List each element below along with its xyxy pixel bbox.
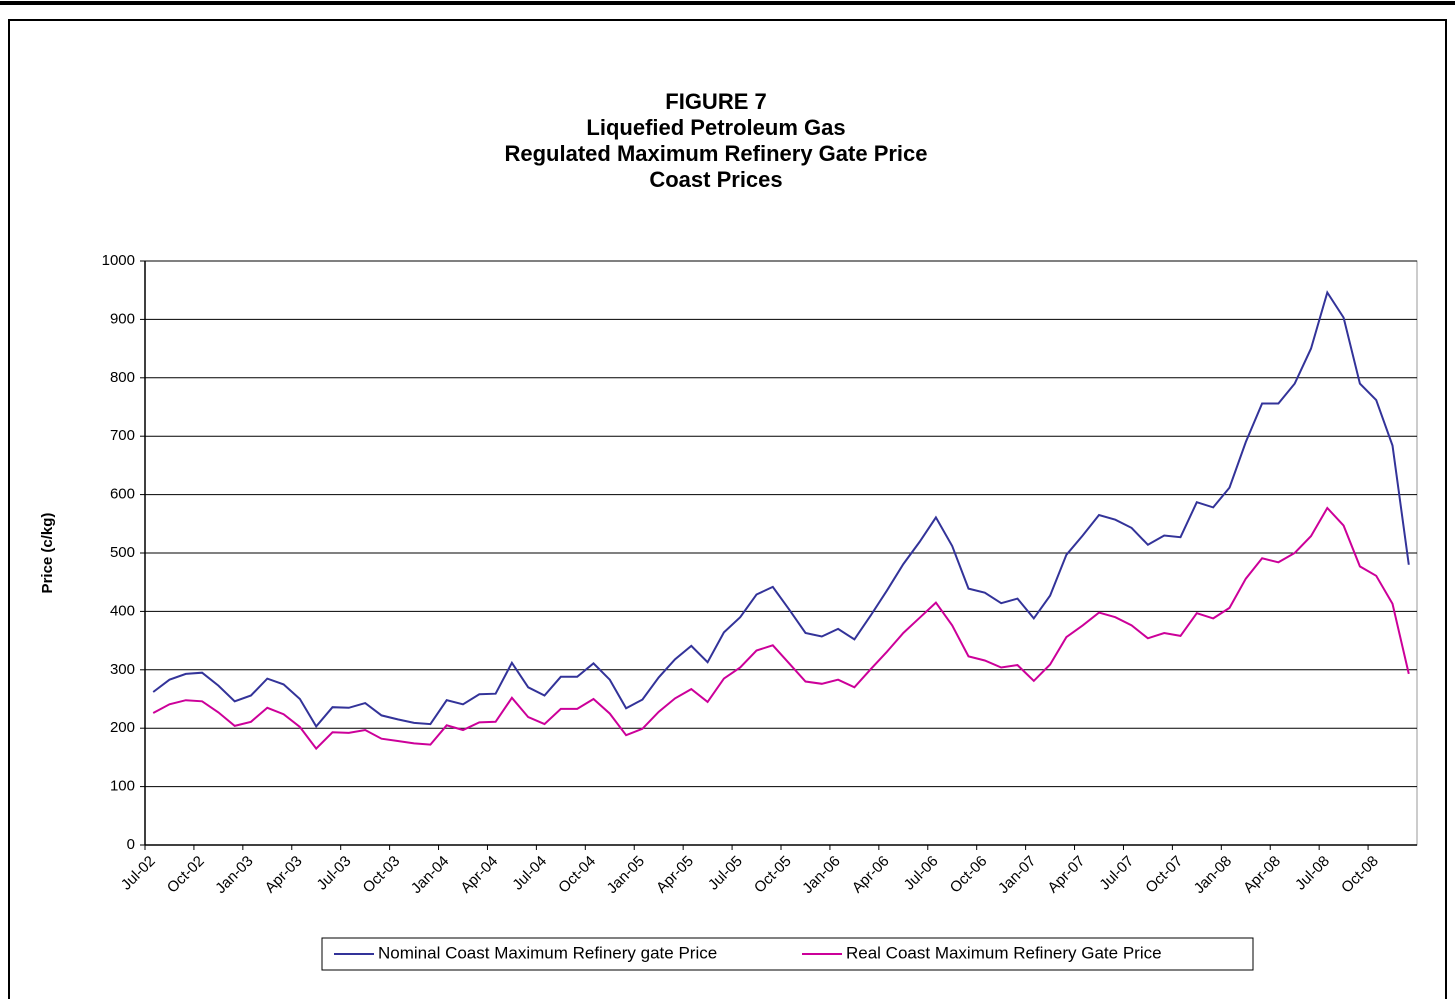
legend-label: Real Coast Maximum Refinery Gate Price <box>846 943 1162 962</box>
chart-title: FIGURE 7 <box>665 89 766 114</box>
y-tick-label: 700 <box>110 427 135 444</box>
y-tick-label: 100 <box>110 778 135 795</box>
series-line <box>152 506 1410 751</box>
chart-title: Liquefied Petroleum Gas <box>586 115 845 140</box>
y-tick-label: 800 <box>110 369 135 386</box>
y-tick-label: 0 <box>127 836 135 853</box>
y-axis-label: Price (c/kg) <box>39 513 56 594</box>
chart-title: Coast Prices <box>649 167 782 192</box>
y-tick-label: 400 <box>110 602 135 619</box>
y-tick-label: 900 <box>110 310 135 327</box>
series-line <box>152 290 1410 729</box>
y-tick-label: 600 <box>110 486 135 503</box>
legend-label: Nominal Coast Maximum Refinery gate Pric… <box>378 943 717 962</box>
y-tick-label: 500 <box>110 544 135 561</box>
y-tick-label: 200 <box>110 719 135 736</box>
y-tick-label: 300 <box>110 661 135 678</box>
chart-title: Regulated Maximum Refinery Gate Price <box>504 141 927 166</box>
y-tick-label: 1000 <box>102 252 135 269</box>
legend-box <box>321 937 1254 971</box>
